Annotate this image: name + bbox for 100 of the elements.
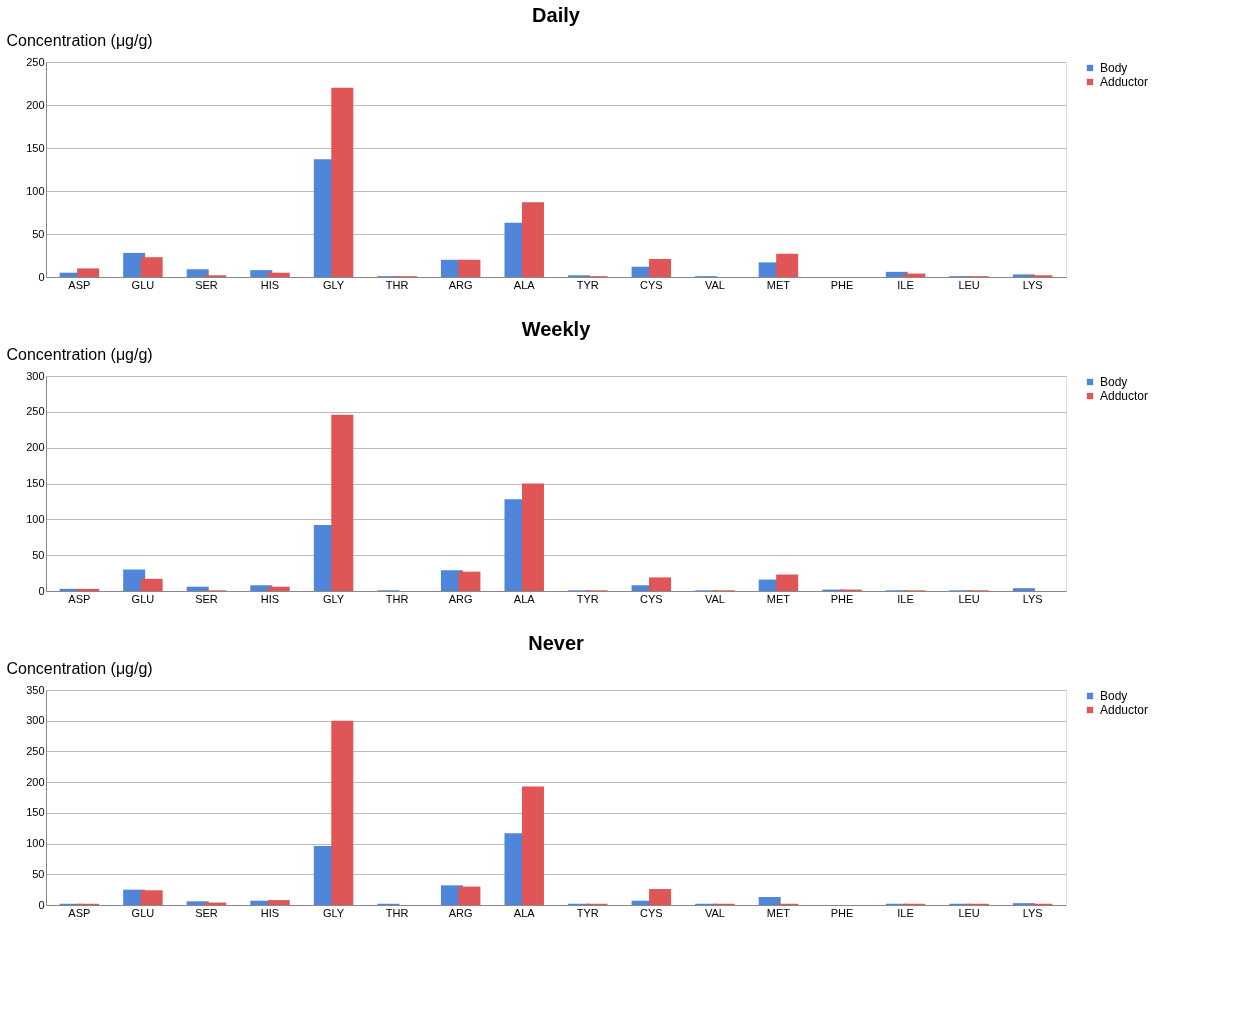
x-tick-label: TYR [576, 592, 599, 605]
x-tick-label: LEU [958, 278, 980, 291]
y-tick-label: 250 [26, 55, 45, 68]
legend-label: Body [1100, 375, 1128, 389]
x-tick-label: SER [195, 906, 218, 919]
legend-label: Body [1100, 689, 1128, 703]
bar [776, 253, 799, 277]
x-tick-label: ALA [513, 592, 536, 605]
x-tick-label: ASP [68, 278, 91, 291]
x-tick-label: THR [385, 278, 409, 291]
chart-title: Weekly [521, 318, 592, 340]
bar [521, 786, 544, 905]
y-axis-title: Concentration (μg/g) [6, 31, 153, 49]
x-tick-label: ASP [68, 906, 91, 919]
x-tick-label: CYS [640, 278, 663, 291]
bar [649, 258, 672, 277]
bar [140, 257, 163, 277]
x-tick-label: ILE [897, 906, 914, 919]
x-tick-label: LEU [958, 906, 980, 919]
x-tick-label: TYR [576, 906, 599, 919]
bar [649, 889, 672, 905]
bar [140, 890, 163, 905]
bar [186, 269, 209, 277]
bar [521, 483, 544, 591]
y-tick-label: 50 [32, 867, 45, 880]
y-tick-label: 150 [26, 477, 45, 489]
y-tick-label: 50 [32, 548, 45, 561]
y-tick-label: 200 [26, 441, 45, 454]
bar [267, 586, 290, 591]
x-tick-label: VAL [704, 278, 725, 291]
bar [140, 578, 163, 591]
x-tick-label: ARG [448, 278, 473, 291]
x-tick-label: GLY [322, 278, 345, 291]
y-tick-label: 100 [26, 184, 45, 197]
x-tick-label: ILE [897, 278, 914, 291]
x-tick-label: ARG [448, 592, 473, 605]
x-tick-label: GLY [322, 906, 345, 919]
y-tick-label: 0 [38, 584, 45, 597]
y-tick-label: 150 [26, 141, 45, 154]
x-tick-label: LEU [958, 592, 980, 605]
y-tick-label: 250 [26, 405, 45, 418]
x-tick-label: VAL [704, 906, 725, 919]
chart-title: Never [528, 632, 585, 654]
y-axis-title: Concentration (μg/g) [6, 345, 153, 363]
bar [77, 588, 100, 591]
bar [267, 272, 290, 277]
y-tick-label: 150 [26, 806, 45, 819]
x-tick-label: ARG [448, 906, 473, 919]
bar [458, 259, 481, 277]
bar [331, 87, 354, 277]
bar [649, 577, 672, 591]
y-tick-label: 100 [26, 837, 45, 850]
y-tick-label: 200 [26, 98, 45, 111]
y-tick-label: 350 [26, 683, 45, 696]
x-tick-label: CYS [640, 906, 663, 919]
y-tick-label: 300 [26, 714, 45, 727]
x-tick-label: ILE [897, 592, 914, 605]
x-tick-label: TYR [576, 278, 599, 291]
x-tick-label: LYS [1022, 278, 1043, 291]
y-tick-label: 0 [38, 270, 45, 283]
x-tick-label: SER [195, 592, 218, 605]
x-tick-label: THR [385, 592, 409, 605]
legend-label: Body [1100, 61, 1128, 75]
bar [776, 574, 799, 591]
x-tick-label: GLU [131, 278, 155, 291]
x-tick-label: PHE [830, 906, 854, 919]
y-tick-label: 250 [26, 744, 45, 757]
y-tick-label: 200 [26, 775, 45, 788]
bar [458, 886, 481, 905]
legend-label: Adductor [1100, 389, 1149, 403]
x-tick-label: CYS [640, 592, 663, 605]
y-tick-label: 50 [32, 227, 45, 240]
legend-label: Adductor [1100, 75, 1149, 89]
x-tick-label: HIS [260, 592, 280, 605]
x-tick-label: PHE [830, 592, 854, 605]
x-tick-label: GLY [322, 592, 345, 605]
y-tick-label: 300 [26, 369, 45, 382]
x-tick-label: PHE [830, 278, 854, 291]
y-tick-label: 100 [26, 512, 45, 525]
bar [758, 897, 781, 905]
bar [458, 571, 481, 591]
x-tick-label: MET [766, 592, 791, 605]
x-tick-label: LYS [1022, 592, 1043, 605]
bar [77, 268, 100, 277]
x-tick-label: GLU [131, 906, 155, 919]
bar [331, 720, 354, 905]
x-tick-label: MET [766, 906, 791, 919]
x-tick-label: ALA [513, 906, 536, 919]
chart-title: Daily [532, 4, 581, 26]
x-tick-label: SER [195, 278, 218, 291]
bar [521, 202, 544, 277]
x-tick-label: VAL [704, 592, 725, 605]
x-tick-label: LYS [1022, 906, 1043, 919]
x-tick-label: ASP [68, 592, 91, 605]
y-tick-label: 0 [38, 898, 45, 911]
bar [1012, 588, 1035, 591]
x-tick-label: HIS [260, 278, 280, 291]
x-tick-label: GLU [131, 592, 155, 605]
bar [331, 414, 354, 591]
x-tick-label: ALA [513, 278, 536, 291]
